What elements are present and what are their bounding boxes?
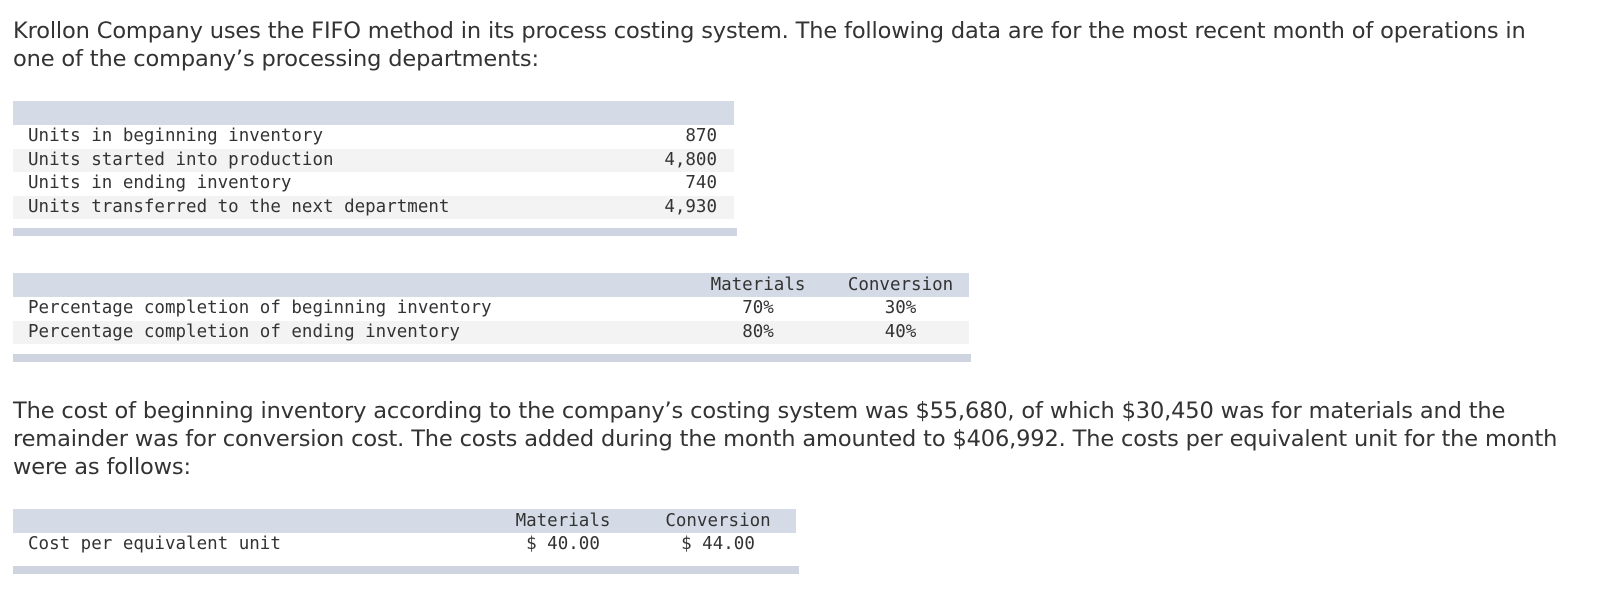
table-row: Percentage completion of ending inventor…	[13, 320, 969, 344]
table-row: Units in ending inventory 740	[13, 172, 734, 196]
table-header: Materials Conversion	[13, 509, 796, 533]
table-footer-bar	[13, 354, 971, 362]
table-row: Units started into production 4,800	[13, 148, 734, 172]
header-conversion: Conversion	[665, 511, 771, 531]
table-header	[13, 101, 734, 125]
materials-cell: $ 40.00	[526, 534, 600, 554]
row-value: 740	[685, 173, 717, 193]
cost-paragraph: The cost of beginning inventory accordin…	[13, 398, 1558, 480]
table-row: Percentage completion of beginning inven…	[13, 297, 969, 321]
table-row: Units transferred to the next department…	[13, 195, 734, 219]
row-label: Percentage completion of ending inventor…	[28, 321, 460, 342]
table-row: Cost per equivalent unit $ 40.00 $ 44.00	[13, 533, 796, 557]
header-materials: Materials	[710, 275, 806, 295]
row-value: 870	[685, 126, 717, 146]
table-footer-bar	[13, 566, 799, 574]
completion-table: Materials Conversion Percentage completi…	[13, 273, 971, 363]
intro-paragraph: Krollon Company uses the FIFO method in …	[13, 18, 1526, 72]
conversion-cell: $ 44.00	[681, 534, 755, 554]
row-label: Units in beginning inventory	[28, 126, 324, 146]
materials-cell: 80%	[742, 321, 774, 342]
header-conversion: Conversion	[847, 275, 954, 295]
header-materials: Materials	[515, 511, 611, 531]
row-label: Units started into production	[28, 149, 334, 170]
units-table: Units in beginning inventory 870 Units s…	[13, 101, 737, 236]
row-label: Units transferred to the next department	[28, 196, 450, 217]
table-header: Materials Conversion	[13, 273, 969, 297]
conversion-cell: 40%	[884, 321, 917, 342]
row-value: 4,800	[664, 149, 717, 170]
table-footer-bar	[13, 228, 737, 236]
row-label: Cost per equivalent unit	[28, 534, 281, 554]
materials-cell: 70%	[742, 298, 774, 318]
row-value: 4,930	[664, 196, 717, 217]
conversion-cell: 30%	[884, 298, 917, 318]
row-label: Percentage completion of beginning inven…	[28, 298, 492, 318]
cost-table: Materials Conversion Cost per equivalent…	[13, 509, 799, 575]
row-label: Units in ending inventory	[28, 173, 292, 193]
table-row: Units in beginning inventory 870	[13, 125, 734, 149]
